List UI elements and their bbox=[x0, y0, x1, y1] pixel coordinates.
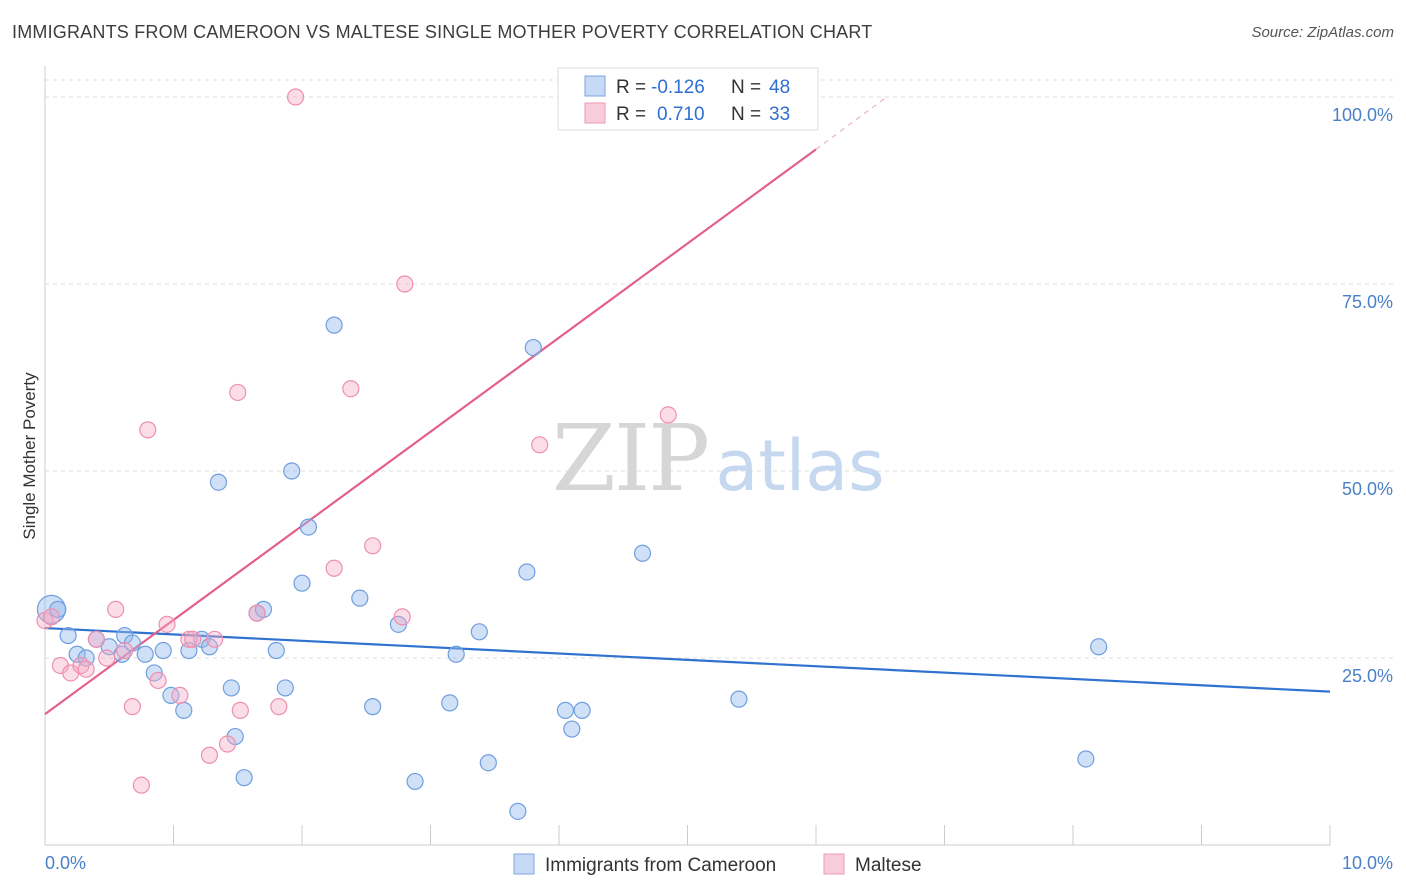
cameroon-point bbox=[68, 645, 86, 663]
legend-swatch-pink bbox=[584, 102, 606, 124]
legend-r-label-2: R = bbox=[616, 104, 646, 125]
legend-n-label-1: N = bbox=[731, 77, 761, 98]
maltese-point bbox=[200, 746, 219, 764]
cameroon-point bbox=[730, 690, 748, 708]
cameroon-point bbox=[524, 338, 542, 357]
grid-layer bbox=[45, 79, 1393, 659]
legend-label-maltese: Maltese bbox=[855, 855, 922, 876]
cameroon-point bbox=[633, 544, 652, 562]
cameroon-point bbox=[283, 462, 301, 480]
y-tick-label: 50.0% bbox=[1342, 479, 1393, 499]
maltese-point bbox=[659, 406, 677, 424]
maltese-point bbox=[364, 537, 382, 555]
source-note: Source: ZipAtlas.com bbox=[1251, 24, 1394, 41]
y-tick-label: 75.0% bbox=[1342, 292, 1393, 312]
cameroon-point bbox=[509, 802, 527, 820]
cameroon-point bbox=[447, 645, 465, 663]
cameroon-point bbox=[222, 679, 240, 697]
maltese-point bbox=[393, 608, 411, 626]
x-tick-max: 10.0% bbox=[1342, 853, 1393, 873]
maltese-trendline-extension bbox=[815, 96, 888, 150]
correlation-legend: R = -0.126 N = 48 R = 0.710 N = 33 bbox=[557, 67, 819, 131]
legend-swatch-maltese bbox=[823, 853, 845, 875]
legend-n-value-1: 48 bbox=[769, 77, 790, 98]
maltese-point bbox=[229, 383, 247, 402]
cameroon-point bbox=[235, 769, 253, 787]
legend-n-label-2: N = bbox=[731, 104, 761, 125]
cameroon-point bbox=[364, 698, 382, 716]
cameroon-point bbox=[556, 701, 575, 719]
cameroon-point bbox=[276, 679, 294, 697]
cameroon-point bbox=[136, 645, 154, 663]
maltese-point bbox=[325, 559, 343, 577]
maltese-point bbox=[77, 660, 95, 678]
legend-r-value-2: 0.710 bbox=[657, 104, 705, 125]
cameroon-point bbox=[175, 701, 193, 719]
maltese-point bbox=[87, 630, 106, 648]
legend-label-cameroon: Immigrants from Cameroon bbox=[545, 855, 776, 876]
maltese-point bbox=[171, 686, 189, 705]
maltese-point bbox=[531, 436, 549, 454]
maltese-point bbox=[286, 88, 305, 106]
cameroon-point bbox=[325, 316, 343, 334]
y-tick-label: 100.0% bbox=[1332, 105, 1393, 125]
maltese-point bbox=[132, 776, 150, 794]
cameroon-point bbox=[518, 563, 536, 581]
cameroon-point bbox=[406, 772, 424, 791]
cameroon-point bbox=[573, 701, 591, 719]
cameroon-point bbox=[470, 623, 488, 641]
maltese-point bbox=[248, 604, 266, 622]
chart-title: IMMIGRANTS FROM CAMEROON VS MALTESE SING… bbox=[12, 22, 873, 42]
maltese-point bbox=[139, 421, 157, 439]
maltese-point bbox=[231, 701, 249, 719]
maltese-point bbox=[158, 615, 176, 633]
cameroon-point bbox=[154, 641, 172, 660]
maltese-point bbox=[396, 275, 414, 293]
maltese-point bbox=[123, 698, 141, 716]
cameroon-point bbox=[209, 473, 228, 491]
maltese-point bbox=[184, 630, 202, 648]
watermark-zip: ZIP bbox=[552, 405, 708, 512]
watermark: ZIP atlas bbox=[552, 405, 885, 512]
maltese-point bbox=[206, 630, 224, 648]
cameroon-point bbox=[293, 574, 311, 592]
y-tick-label: 25.0% bbox=[1342, 666, 1393, 686]
series-legend: Immigrants from Cameroon Maltese bbox=[513, 853, 922, 876]
maltese-point bbox=[107, 600, 125, 618]
legend-r-value-1: -0.126 bbox=[651, 77, 705, 98]
watermark-atlas: atlas bbox=[715, 425, 884, 507]
y-tick-labels: 25.0% 50.0% 75.0% 100.0% bbox=[1332, 105, 1393, 686]
cameroon-point bbox=[1077, 750, 1095, 768]
cameroon-point bbox=[162, 686, 180, 705]
maltese-point bbox=[116, 641, 134, 660]
cameroon-point bbox=[441, 694, 459, 712]
legend-n-value-2: 33 bbox=[769, 104, 790, 125]
cameroon-trendline bbox=[44, 626, 1331, 693]
x-tick-min: 0.0% bbox=[45, 853, 86, 873]
cameroon-point bbox=[59, 626, 77, 645]
cameroon-point bbox=[351, 589, 369, 607]
maltese-point bbox=[42, 608, 61, 626]
maltese-point bbox=[218, 735, 237, 753]
axis-layer bbox=[44, 66, 1331, 846]
maltese-point bbox=[342, 380, 360, 398]
legend-swatch-blue bbox=[584, 75, 606, 97]
legend-swatch-cameroon bbox=[513, 853, 535, 875]
y-axis-label: Single Mother Poverty bbox=[20, 372, 39, 540]
legend-r-label-1: R = bbox=[616, 77, 646, 98]
cameroon-point bbox=[1090, 638, 1108, 656]
maltese-point bbox=[98, 649, 116, 667]
point-layer bbox=[36, 88, 1108, 820]
maltese-point bbox=[270, 698, 288, 716]
cameroon-point bbox=[479, 754, 497, 772]
maltese-point bbox=[149, 671, 167, 690]
cameroon-point bbox=[299, 518, 318, 536]
maltese-point bbox=[180, 630, 198, 648]
cameroon-point bbox=[267, 641, 285, 660]
cameroon-point bbox=[563, 720, 581, 738]
